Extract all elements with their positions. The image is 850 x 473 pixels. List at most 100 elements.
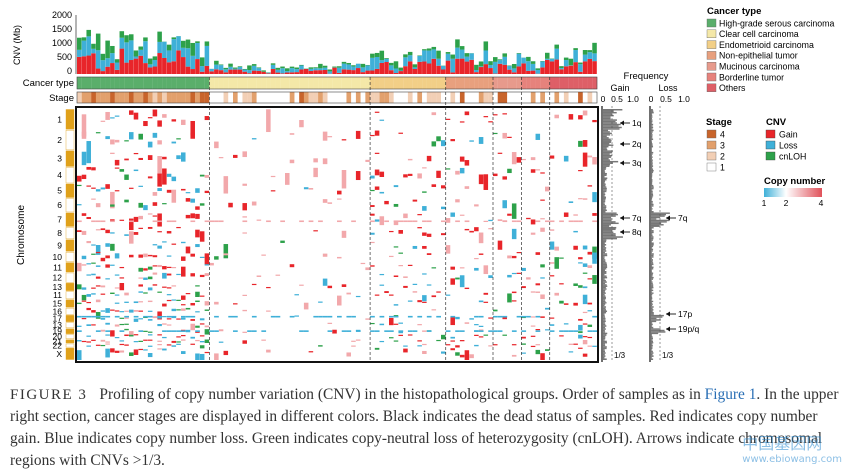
- stage-cell: [351, 92, 357, 103]
- cnv-bar-gain: [91, 53, 96, 74]
- cancer-type-cell: [341, 77, 347, 89]
- cnv-segment: [511, 291, 517, 294]
- loss-frequency-bin: [651, 148, 652, 151]
- cnv-streak: [95, 220, 101, 223]
- cnv-segment: [403, 285, 408, 288]
- cnv-segment: [152, 272, 158, 275]
- cnv-segment: [497, 152, 503, 154]
- cnv-bar-gain: [403, 66, 408, 74]
- cnv-streak: [370, 330, 375, 332]
- cnv-bar-cnloh: [535, 68, 541, 70]
- cnv-segment: [393, 304, 399, 306]
- cnv-streak: [185, 315, 191, 318]
- cancer-type-cell: [190, 77, 196, 89]
- cnv-bar-loss: [493, 61, 498, 74]
- cnv-segment: [403, 345, 408, 347]
- cnv-segment: [185, 214, 191, 219]
- cnv-segment: [441, 334, 446, 340]
- gain-frequency-bin: [603, 197, 606, 200]
- cnv-segment: [327, 285, 333, 289]
- loss-frequency-bin: [651, 248, 654, 251]
- cnv-bar-gain: [285, 72, 290, 74]
- cancer-type-cell: [105, 77, 111, 89]
- chromosome-label: 1: [57, 114, 62, 124]
- cnv-segment: [592, 275, 597, 284]
- cnv-segment: [370, 175, 375, 179]
- cnv-bar-cnloh: [152, 56, 158, 61]
- cnv-segment: [242, 331, 247, 333]
- stage-cell: [545, 92, 550, 103]
- cnv-bar-cnloh: [530, 61, 536, 64]
- stage-cell: [91, 92, 97, 103]
- gain-frequency-bin: [603, 195, 605, 197]
- gain-frequency-bin: [603, 202, 605, 204]
- cnv-segment: [162, 303, 167, 307]
- cnv-segment: [483, 116, 489, 118]
- cnv-bar-loss: [587, 52, 593, 59]
- cnv-bar-cnloh: [351, 65, 356, 67]
- cnv-bar-gain: [81, 56, 87, 74]
- chromosome-bar: [65, 343, 75, 348]
- cnv-bar-gain: [318, 70, 323, 74]
- cnv-segment: [143, 277, 148, 280]
- cnv-segment: [152, 244, 158, 246]
- cnv-streak: [157, 220, 163, 223]
- cnv-segment: [285, 172, 290, 185]
- cnv-segment: [502, 334, 507, 336]
- loss-frequency-bin: [651, 187, 654, 190]
- cnv-bar-cnloh: [143, 37, 148, 42]
- cnv-bar-loss: [214, 64, 219, 70]
- cnv-bar-loss: [138, 49, 143, 56]
- cancer-type-cell: [483, 77, 489, 89]
- cnv-segment: [431, 309, 437, 311]
- cnv-bar-gain: [464, 61, 470, 74]
- cancer-type-cell: [129, 77, 134, 89]
- gain-tick: 0: [601, 94, 606, 104]
- stage-cell: [214, 92, 219, 103]
- cnv-segment: [530, 232, 536, 235]
- cnv-bar-loss: [181, 47, 186, 58]
- stage-cell: [530, 92, 536, 103]
- cnv-segment: [587, 336, 593, 339]
- loss-frequency-bin: [651, 180, 653, 182]
- cancer-type-cell: [568, 77, 574, 89]
- loss-frequency-bin: [651, 334, 652, 336]
- cnv-bar-cnloh: [214, 60, 219, 65]
- cnv-bar-loss: [450, 58, 455, 73]
- cnv-segment: [105, 184, 110, 189]
- stage-cell: [587, 92, 593, 103]
- loss-frequency-bin: [651, 342, 654, 344]
- cnv-segment: [511, 272, 517, 275]
- cnv-segment: [403, 348, 408, 353]
- cnv-bar-cnloh: [318, 63, 323, 69]
- cnv-segment: [86, 166, 91, 170]
- cnv-streak: [119, 330, 125, 332]
- cnv-segment: [181, 188, 186, 191]
- cnv-segment: [436, 291, 441, 293]
- gain-frequency-bin: [603, 266, 608, 269]
- cnv-segment: [341, 230, 347, 238]
- gain-frequency-bin: [603, 332, 608, 335]
- figure-1-link[interactable]: Figure 1: [704, 386, 757, 403]
- cnv-segment: [110, 264, 115, 266]
- gain-frequency-bin: [603, 278, 605, 280]
- chromosome-label: 3: [57, 154, 62, 164]
- cancer-type-cell: [370, 77, 375, 89]
- cnv-bar-gain: [332, 67, 337, 74]
- loss-frequency-bin: [651, 166, 653, 169]
- loss-frequency-bin: [651, 335, 653, 338]
- stage-cell: [578, 92, 583, 103]
- stage-cell: [133, 92, 139, 103]
- cnv-segment: [124, 344, 129, 346]
- cnv-bar-loss: [105, 58, 110, 67]
- cnv-segment: [431, 112, 437, 116]
- gain-frequency-bin: [603, 199, 606, 201]
- loss-arrow-head: [666, 215, 670, 221]
- chromosome-label: 8: [57, 228, 62, 238]
- stage-cell: [464, 92, 470, 103]
- loss-frequency-bin: [651, 119, 653, 121]
- cnv-segment: [133, 216, 139, 222]
- cnv-segment: [355, 339, 361, 341]
- gain-frequency-bin: [603, 151, 613, 154]
- cnv-bar-cnloh: [417, 55, 422, 56]
